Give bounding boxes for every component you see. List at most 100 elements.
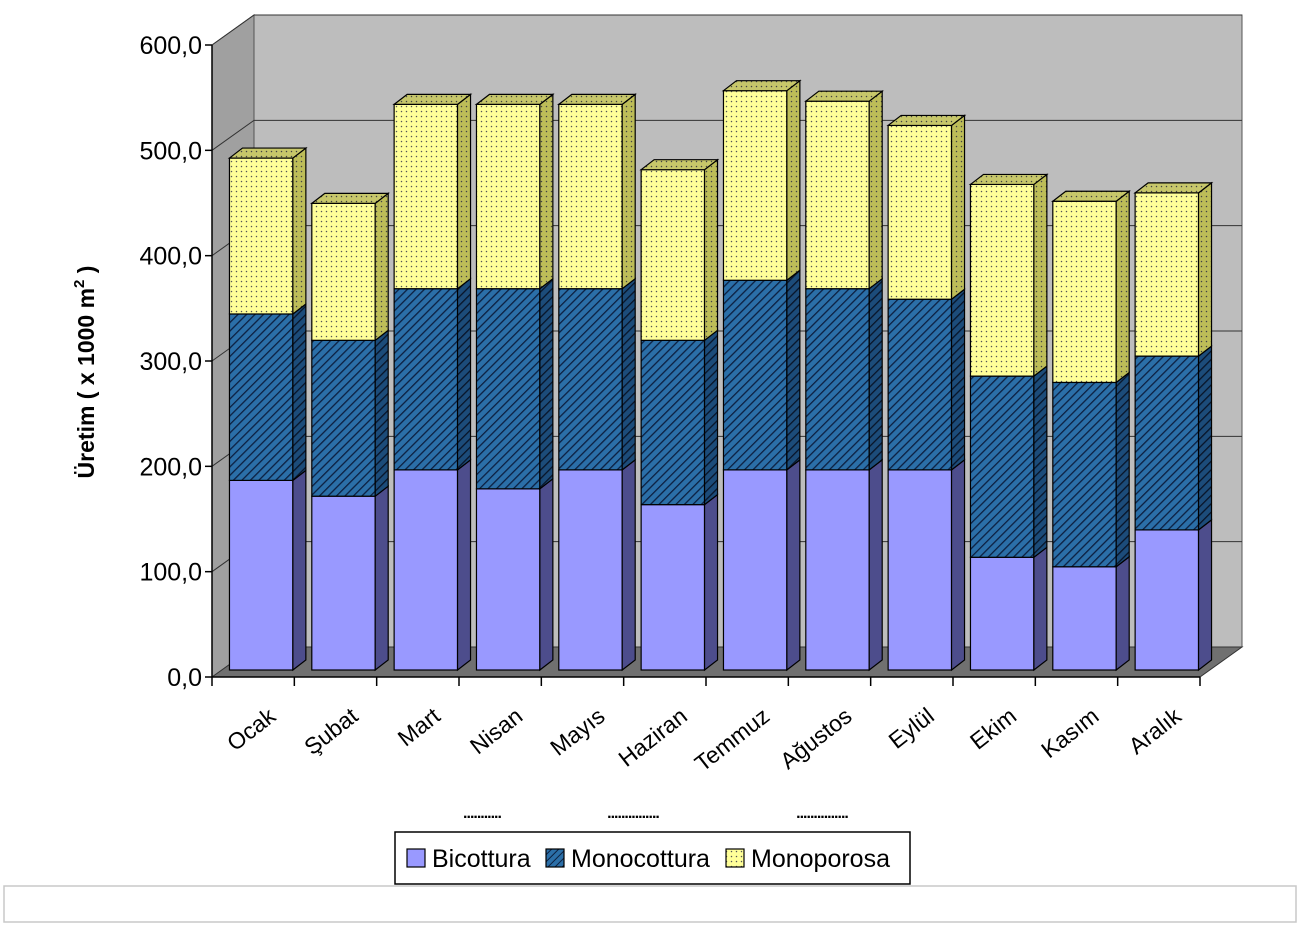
y-axis-title: Üretim ( x 1000 m2 ) [71, 266, 99, 479]
bar-segment-monoporosa [393, 103, 459, 290]
bar-segment-monoporosa [228, 157, 294, 315]
bar-side-monoporosa [703, 158, 719, 342]
x-category-label: Mayıs [545, 702, 609, 760]
bar-top-cap [310, 192, 390, 204]
bar-side-bicottura [786, 458, 801, 672]
bar-side-monocottura [539, 277, 554, 491]
bar-side-bicottura [950, 458, 966, 672]
bar-segment-bicottura [640, 504, 706, 671]
bar-segment-bicottura [228, 479, 294, 671]
bar-side-monocottura [950, 288, 966, 472]
bar-segment-bicottura [722, 469, 788, 671]
bar-side-monocottura [703, 329, 719, 506]
bar-side-bicottura [868, 458, 883, 672]
dotted-mark: ........... [463, 805, 501, 822]
bar-segment-monocottura [393, 288, 459, 471]
bar-side-monoporosa [621, 93, 636, 290]
bar-segment-monocottura [558, 288, 623, 471]
x-category-label: Şubat [299, 702, 363, 760]
bar-side-monoporosa [950, 114, 966, 301]
bar-side-monocottura [786, 269, 801, 472]
x-category-label: Temmuz [690, 702, 774, 776]
bar-segment-bicottura [805, 469, 870, 671]
bar-segment-monocottura [1052, 381, 1117, 568]
bar-side-bicottura [1033, 546, 1048, 672]
bar-segment-monoporosa [1052, 200, 1117, 384]
bar-top-cap [1051, 190, 1131, 202]
bar-side-bicottura [456, 458, 472, 672]
y-tick-label: 0,0 [167, 664, 202, 692]
gridline [211, 14, 1242, 46]
bar-side-monocottura [1115, 371, 1130, 568]
bar-side-monocottura [621, 277, 636, 472]
bar-segment-bicottura [475, 488, 541, 671]
bar-segment-monoporosa [887, 124, 953, 300]
dotted-mark: ............... [796, 805, 848, 822]
y-tick-label: 400,0 [139, 243, 202, 271]
bar-segment-monoporosa [1134, 192, 1200, 357]
x-category-label: Nisan [465, 702, 527, 759]
bar-segment-bicottura [969, 556, 1035, 671]
x-category-label: Mart [393, 702, 446, 751]
bar-side-monoporosa [1033, 173, 1048, 378]
bar-segment-monocottura [805, 288, 870, 471]
bar-segment-monoporosa [475, 103, 541, 290]
bar-top-cap [557, 93, 637, 105]
bar-segment-bicottura [558, 469, 623, 671]
bar-segment-monoporosa [558, 103, 623, 290]
bar-segment-monocottura [722, 279, 788, 471]
bar-segment-bicottura [1134, 529, 1200, 671]
bar-segment-monocottura [887, 298, 953, 471]
x-category-label: Aralık [1124, 702, 1187, 759]
bar-side-monocottura [456, 277, 472, 472]
bar-side-monoporosa [1197, 181, 1213, 358]
bar-segment-monoporosa [311, 202, 376, 341]
bar-side-monocottura [1033, 364, 1048, 559]
bar-top-cap [1133, 182, 1214, 194]
y-tick-labels: 0,0 100,0 200,0 300,0 400,0 500,0 600,0 [139, 32, 202, 692]
bar-segment-monocottura [311, 339, 376, 497]
x-category-label: Haziran [613, 702, 691, 771]
bar-top-cap [227, 147, 308, 159]
bar-segment-bicottura [887, 469, 953, 671]
x-category-label: Eylül [884, 702, 939, 753]
bar-top-cap [804, 90, 884, 102]
y-tick-label: 100,0 [139, 559, 202, 587]
bar-segment-bicottura [311, 495, 376, 671]
bar-segment-monoporosa [722, 90, 788, 281]
y-tick-label: 600,0 [139, 32, 202, 60]
bar-side-bicottura [621, 458, 636, 672]
x-category-label: Ağustos [775, 702, 856, 774]
bar-segment-bicottura [1052, 566, 1117, 671]
bar-segment-monocottura [475, 288, 541, 490]
bar-top-cap [721, 80, 802, 92]
bar-segment-monoporosa [640, 169, 706, 341]
legend-label-monocottura: Monocottura [571, 845, 710, 873]
dotted-marks: ........................................… [463, 805, 849, 822]
bar-top-cap [968, 173, 1049, 186]
bar-side-monocottura [292, 302, 307, 482]
bar-side-monoporosa [456, 93, 472, 290]
y-axis-title-superscript: 2 [71, 280, 88, 288]
dotted-mark: ............... [607, 805, 659, 822]
x-category-label: Kasım [1036, 702, 1103, 763]
bar-segment-monocottura [228, 313, 294, 481]
x-category-label: Ocak [222, 702, 281, 756]
bar-segment-bicottura [393, 469, 459, 671]
axes [205, 44, 1201, 686]
bar-side-monoporosa [1115, 190, 1130, 384]
bar-side-monocottura [868, 277, 883, 472]
legend-swatch-monoporosa [725, 848, 745, 868]
bar-segment-monocottura [969, 375, 1035, 558]
bar-side-monoporosa [539, 93, 554, 290]
bar-segment-monocottura [1134, 355, 1200, 531]
bottom-frame [3, 885, 1297, 923]
bar-top-cap [639, 159, 720, 171]
bar-side-bicottura [539, 477, 554, 672]
bar-top-cap [886, 114, 967, 127]
bar-side-monoporosa [374, 192, 389, 342]
legend-label-bicottura: Bicottura [432, 845, 531, 873]
